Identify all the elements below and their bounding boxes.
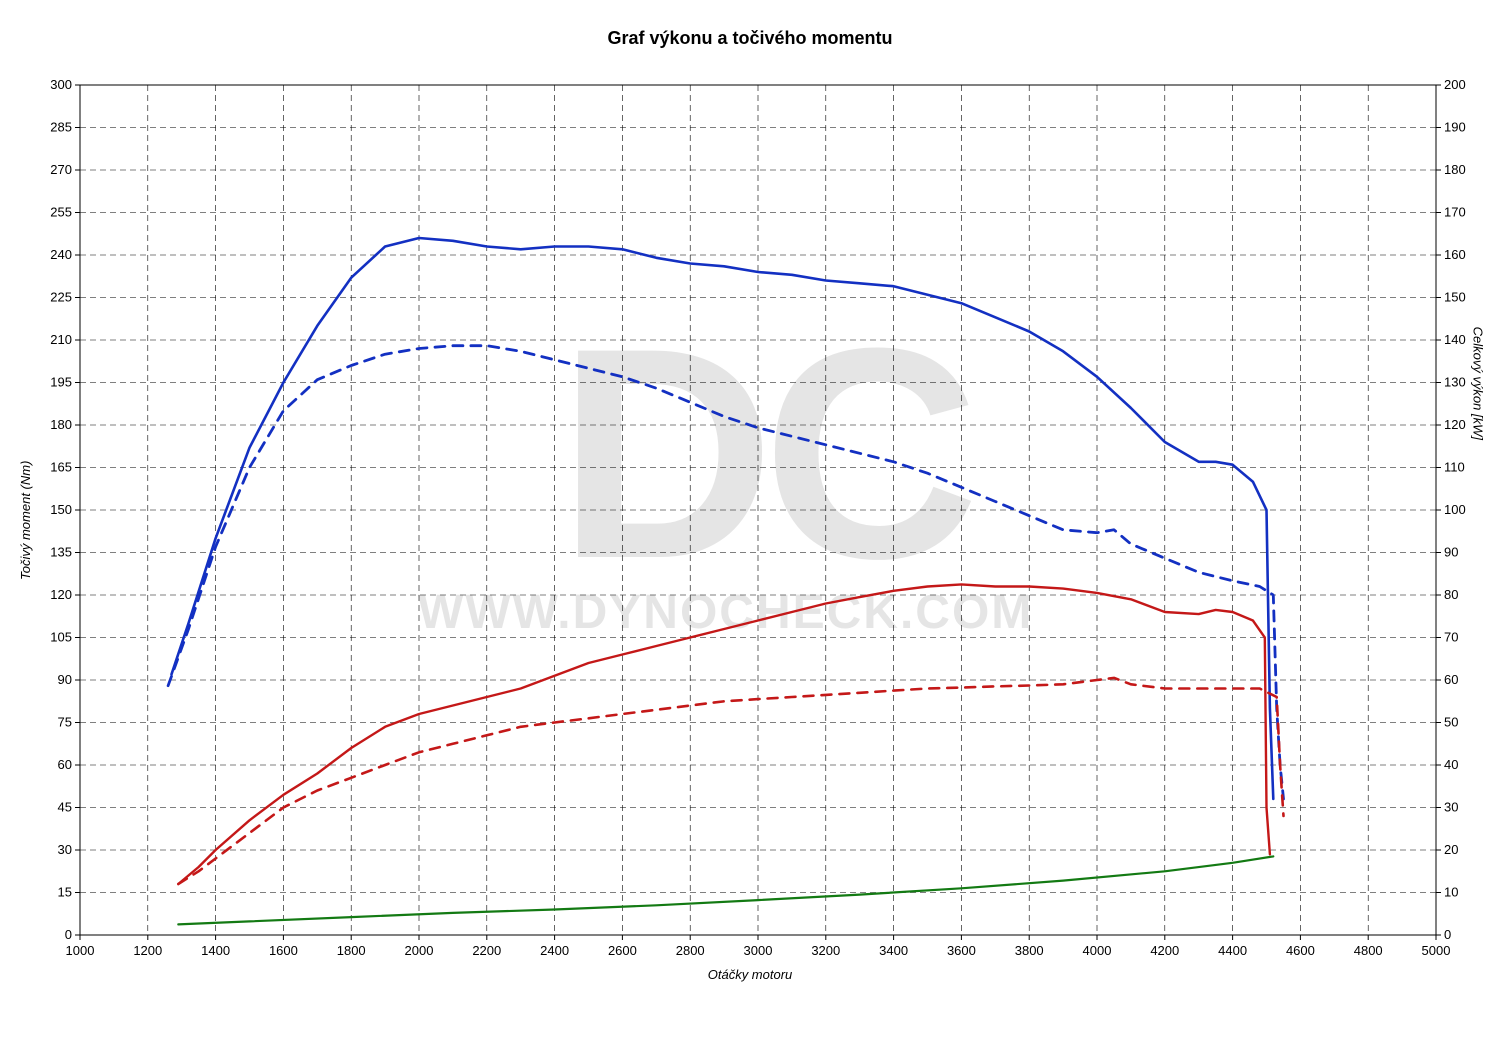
series-torque_stock xyxy=(168,346,1283,799)
y-right-tick-label: 190 xyxy=(1444,120,1466,135)
y-left-tick-label: 30 xyxy=(58,842,72,857)
y-right-tick-label: 60 xyxy=(1444,672,1458,687)
y-left-tick-label: 180 xyxy=(50,417,72,432)
y-left-tick-label: 150 xyxy=(50,502,72,517)
y-right-tick-label: 150 xyxy=(1444,290,1466,305)
y-left-tick-label: 225 xyxy=(50,290,72,305)
series-torque_tuned xyxy=(172,238,1274,799)
y-left-tick-label: 60 xyxy=(58,757,72,772)
y-left-tick-label: 165 xyxy=(50,460,72,475)
chart-container: Graf výkonu a točivého momentu DC WWW.DY… xyxy=(0,0,1500,1040)
x-tick-label: 4600 xyxy=(1286,943,1315,958)
series-losses xyxy=(178,856,1273,924)
y-left-tick-label: 15 xyxy=(58,885,72,900)
y-left-tick-label: 45 xyxy=(58,800,72,815)
series-power_tuned xyxy=(178,584,1270,884)
x-tick-label: 1800 xyxy=(337,943,366,958)
y-right-tick-label: 20 xyxy=(1444,842,1458,857)
y-left-tick-label: 105 xyxy=(50,630,72,645)
y-right-tick-label: 70 xyxy=(1444,630,1458,645)
y-right-tick-label: 100 xyxy=(1444,502,1466,517)
y-right-tick-label: 50 xyxy=(1444,715,1458,730)
x-tick-label: 3400 xyxy=(879,943,908,958)
y-right-tick-label: 0 xyxy=(1444,927,1451,942)
y-left-tick-label: 285 xyxy=(50,120,72,135)
y-right-tick-label: 40 xyxy=(1444,757,1458,772)
y-right-tick-label: 90 xyxy=(1444,545,1458,560)
y-left-tick-label: 210 xyxy=(50,332,72,347)
x-tick-label: 2800 xyxy=(676,943,705,958)
y-left-tick-label: 300 xyxy=(50,77,72,92)
y-right-tick-label: 170 xyxy=(1444,205,1466,220)
x-tick-label: 1200 xyxy=(133,943,162,958)
x-tick-label: 1400 xyxy=(201,943,230,958)
x-tick-label: 3200 xyxy=(811,943,840,958)
y-right-tick-label: 120 xyxy=(1444,417,1466,432)
y-axis-right-label: Celkový výkon [kW] xyxy=(1470,327,1485,440)
y-left-tick-label: 270 xyxy=(50,162,72,177)
x-tick-label: 3000 xyxy=(744,943,773,958)
x-tick-label: 2600 xyxy=(608,943,637,958)
x-tick-label: 4400 xyxy=(1218,943,1247,958)
y-left-tick-label: 240 xyxy=(50,247,72,262)
x-tick-label: 1600 xyxy=(269,943,298,958)
y-left-tick-label: 90 xyxy=(58,672,72,687)
y-left-tick-label: 255 xyxy=(50,205,72,220)
y-right-tick-label: 180 xyxy=(1444,162,1466,177)
y-left-tick-label: 135 xyxy=(50,545,72,560)
x-tick-label: 3600 xyxy=(947,943,976,958)
y-right-tick-label: 80 xyxy=(1444,587,1458,602)
x-tick-label: 4200 xyxy=(1150,943,1179,958)
x-tick-label: 4800 xyxy=(1354,943,1383,958)
y-right-tick-label: 140 xyxy=(1444,332,1466,347)
y-left-tick-label: 0 xyxy=(65,927,72,942)
series-power_stock xyxy=(178,678,1283,884)
y-right-tick-label: 200 xyxy=(1444,77,1466,92)
x-axis-label: Otáčky motoru xyxy=(0,967,1500,982)
x-tick-label: 2000 xyxy=(405,943,434,958)
y-left-tick-label: 120 xyxy=(50,587,72,602)
y-right-tick-label: 110 xyxy=(1444,460,1465,475)
y-right-tick-label: 30 xyxy=(1444,800,1458,815)
x-tick-label: 1000 xyxy=(66,943,95,958)
x-tick-label: 3800 xyxy=(1015,943,1044,958)
chart-svg: 1000120014001600180020002200240026002800… xyxy=(0,0,1500,1040)
y-right-tick-label: 10 xyxy=(1444,885,1458,900)
y-right-tick-label: 160 xyxy=(1444,247,1466,262)
x-tick-label: 5000 xyxy=(1422,943,1451,958)
x-tick-label: 2400 xyxy=(540,943,569,958)
x-tick-label: 4000 xyxy=(1083,943,1112,958)
x-tick-label: 2200 xyxy=(472,943,501,958)
y-axis-left-label: Točivý moment (Nm) xyxy=(18,461,33,580)
y-right-tick-label: 130 xyxy=(1444,375,1466,390)
y-left-tick-label: 75 xyxy=(58,715,72,730)
y-left-tick-label: 195 xyxy=(50,375,72,390)
